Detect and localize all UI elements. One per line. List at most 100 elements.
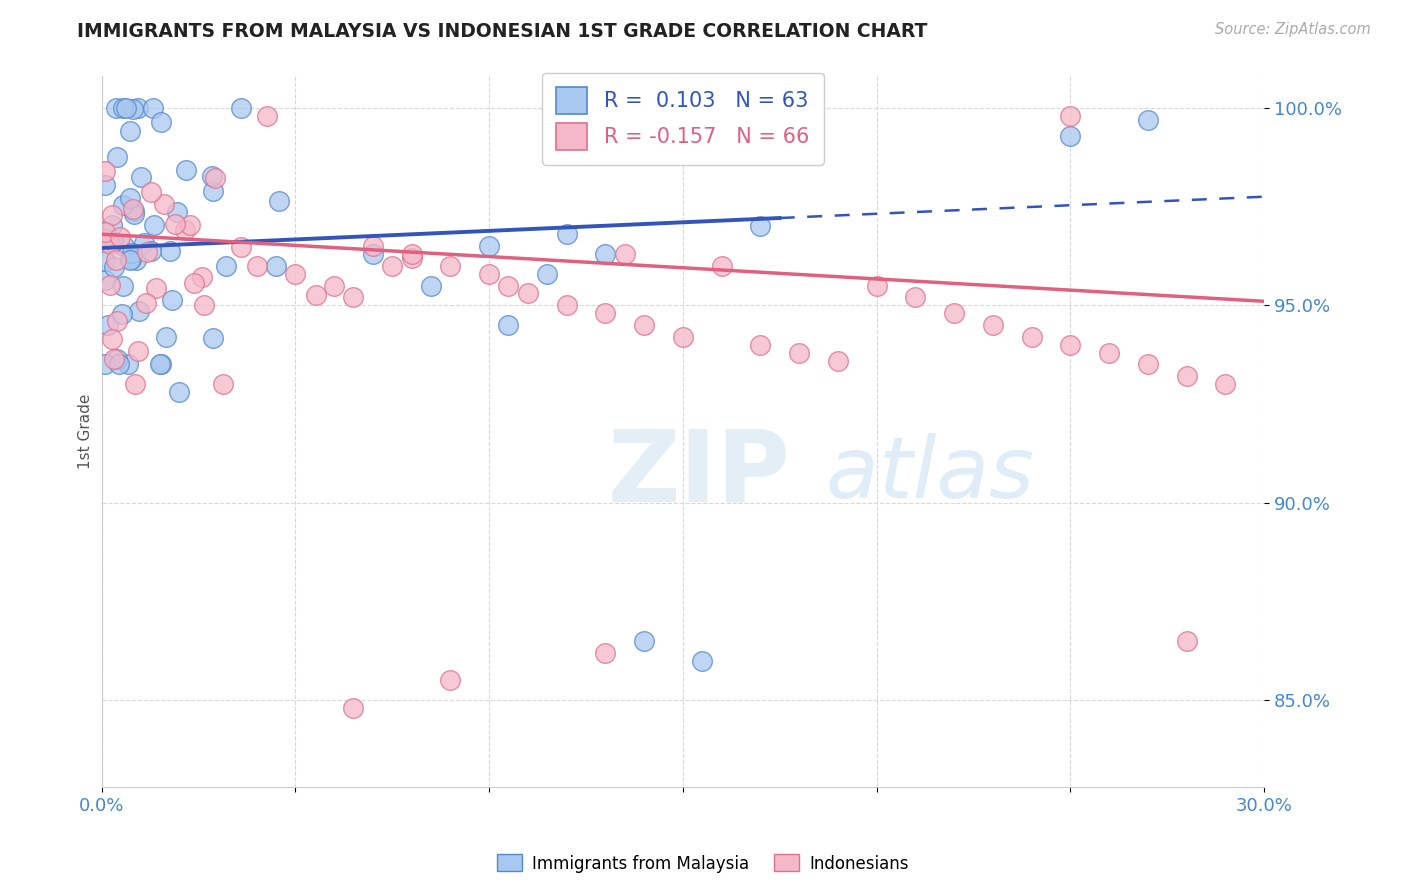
Legend: R =  0.103   N = 63, R = -0.157   N = 66: R = 0.103 N = 63, R = -0.157 N = 66 (541, 72, 824, 165)
Point (127, 101, 149, 115)
Point (94, 163, 117, 178)
Point (633, 633, 655, 648)
Point (943, 306, 966, 320)
Point (149, 358, 172, 372)
Point (173, 223, 195, 237)
Point (904, 290, 927, 304)
Point (193, 298, 215, 312)
Point (165, 218, 187, 232)
Point (204, 170, 226, 185)
Point (143, 219, 166, 233)
Point (105, 149, 128, 163)
Point (516, 286, 538, 301)
Point (710, 259, 733, 273)
Point (201, 169, 224, 183)
Point (401, 247, 423, 261)
Point (112, 278, 135, 293)
Point (135, 295, 157, 310)
Point (101, 218, 124, 232)
Point (120, 253, 142, 268)
Point (1059, 337, 1081, 351)
Point (1136, 358, 1159, 372)
Point (555, 298, 578, 312)
Point (105, 101, 128, 115)
Point (865, 278, 887, 293)
Point (105, 252, 128, 267)
Point (159, 244, 181, 258)
Point (122, 203, 145, 218)
Point (613, 247, 636, 261)
Point (690, 653, 713, 667)
Point (633, 318, 655, 332)
Point (141, 186, 163, 200)
Point (183, 276, 205, 290)
Point (105, 314, 128, 328)
Point (98, 236, 121, 251)
Point (142, 101, 165, 115)
Point (305, 288, 328, 302)
Point (787, 345, 810, 359)
Text: atlas: atlas (607, 433, 1035, 516)
Point (1175, 633, 1198, 648)
Point (749, 219, 772, 234)
Point (124, 377, 146, 392)
Point (1059, 128, 1081, 143)
Point (94, 358, 117, 372)
Point (125, 253, 148, 268)
Legend: Immigrants from Malaysia, Indonesians: Immigrants from Malaysia, Indonesians (491, 847, 915, 880)
Text: IMMIGRANTS FROM MALAYSIA VS INDONESIAN 1ST GRADE CORRELATION CHART: IMMIGRANTS FROM MALAYSIA VS INDONESIAN 1… (77, 22, 928, 41)
Point (101, 332, 124, 346)
Point (323, 278, 346, 293)
Point (212, 377, 235, 392)
Point (267, 194, 290, 208)
Point (111, 198, 134, 212)
Y-axis label: 1st Grade: 1st Grade (79, 394, 93, 469)
Point (1136, 112, 1159, 127)
Point (112, 101, 135, 115)
Point (141, 244, 163, 259)
Point (439, 673, 461, 688)
Point (342, 701, 364, 715)
Point (122, 103, 145, 117)
Point (97, 318, 120, 333)
Point (108, 358, 131, 372)
Point (981, 318, 1004, 332)
Point (264, 259, 287, 273)
Point (202, 184, 225, 198)
Point (498, 278, 520, 293)
Text: ZIP: ZIP (607, 425, 790, 523)
Point (167, 385, 190, 400)
Point (155, 329, 177, 343)
Point (134, 235, 156, 250)
Point (129, 170, 152, 185)
Text: Source: ZipAtlas.com: Source: ZipAtlas.com (1215, 22, 1371, 37)
Point (94, 178, 117, 192)
Point (478, 239, 501, 253)
Point (160, 293, 183, 307)
Point (112, 238, 135, 252)
Point (246, 259, 269, 273)
Point (118, 123, 141, 137)
Point (135, 245, 157, 260)
Point (103, 352, 125, 367)
Point (166, 205, 188, 219)
Point (202, 331, 225, 345)
Point (107, 351, 129, 366)
Point (122, 202, 145, 217)
Point (103, 260, 125, 275)
Point (190, 269, 212, 284)
Point (122, 206, 145, 220)
Point (117, 358, 139, 372)
Point (361, 247, 384, 261)
Point (94, 273, 117, 287)
Point (284, 267, 307, 281)
Point (101, 208, 124, 222)
Point (672, 330, 695, 344)
Point (174, 163, 197, 178)
Point (1213, 377, 1236, 392)
Point (342, 290, 364, 304)
Point (94, 232, 117, 246)
Point (555, 227, 578, 242)
Point (361, 239, 384, 253)
Point (439, 259, 461, 273)
